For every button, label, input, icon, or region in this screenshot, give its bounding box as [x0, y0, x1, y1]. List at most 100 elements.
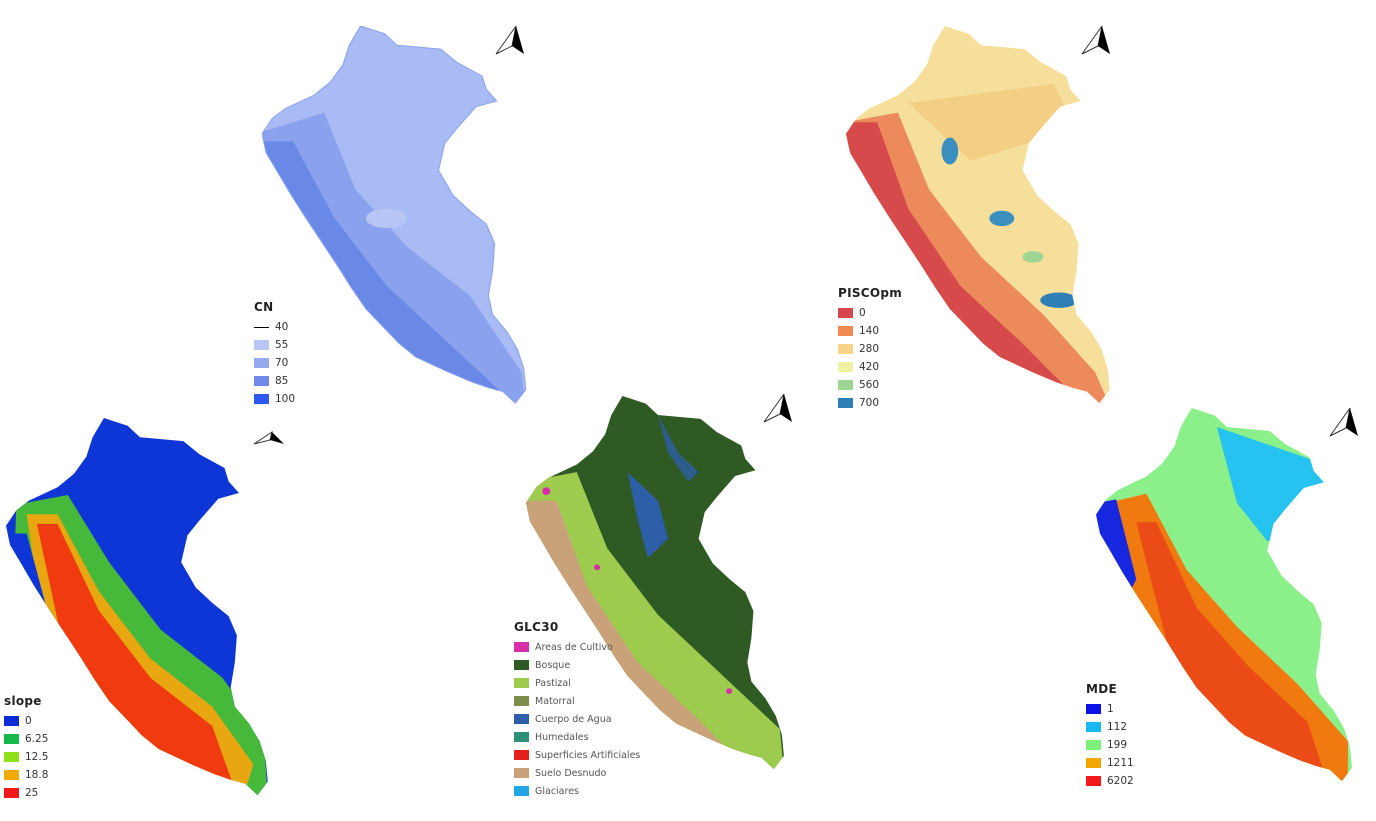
glc30-legend-item: Suelo Desnudo	[514, 764, 640, 782]
cn-legend-title: CN	[254, 300, 274, 314]
pisco-map	[846, 26, 1110, 404]
glc30-map-panel	[526, 396, 790, 772]
mde-legend-swatch-4	[1086, 776, 1101, 786]
slope-legend-item: 12.5	[4, 748, 48, 766]
glc30-legend-item: Areas de Cultivo	[514, 638, 640, 656]
mde-legend-label-1: 112	[1107, 721, 1128, 733]
slope-legend: slope 0 6.25 12.5 18.8 25	[4, 694, 48, 802]
mde-coast-fill	[1096, 499, 1137, 599]
cn-patch	[365, 208, 408, 229]
mde-legend-swatch-1	[1086, 722, 1101, 732]
pisco-legend-item: 0	[838, 304, 902, 322]
glc30-legend-swatch-8	[514, 786, 529, 796]
mde-legend-item: 112	[1086, 718, 1134, 736]
slope-hot-fill	[36, 523, 233, 784]
mde-legend-swatch-3	[1086, 758, 1101, 768]
slope-legend-title: slope	[4, 694, 42, 708]
glc30-legend-swatch-7	[514, 768, 529, 778]
glc30-legend-label-0: Areas de Cultivo	[535, 641, 613, 653]
mde-legend-item: 1	[1086, 700, 1134, 718]
glc30-legend-item: Bosque	[514, 656, 640, 674]
pisco-legend-swatch-4	[838, 380, 853, 390]
slope-legend-label-3: 18.8	[25, 769, 49, 781]
north-arrow-icon	[495, 25, 524, 55]
cn-legend-label-2: 70	[275, 357, 289, 369]
cn-legend: CN 40 55 70 85 100	[254, 300, 295, 408]
cn-legend-item: 70	[254, 354, 295, 372]
cn-legend-item: 40	[254, 318, 295, 336]
cn-legend-swatch-2	[254, 358, 269, 368]
pisco-legend-label-4: 560	[859, 379, 880, 391]
mde-legend-item: 6202	[1086, 772, 1134, 790]
pisco-legend-label-3: 420	[859, 361, 880, 373]
glc30-legend: GLC30 Areas de Cultivo Bosque Pastizal M…	[514, 620, 640, 800]
pisco-legend-swatch-5	[838, 398, 853, 408]
glc30-legend-swatch-3	[514, 696, 529, 706]
slope-legend-swatch-3	[4, 770, 19, 780]
pisco-legend-swatch-0	[838, 308, 853, 318]
north-arrow-icon	[253, 430, 284, 445]
cn-legend-item: 100	[254, 390, 295, 408]
glc30-legend-item: Humedales	[514, 728, 640, 746]
pisco-wet-patch	[941, 137, 959, 165]
glc30-legend-swatch-4	[514, 714, 529, 724]
slope-legend-item: 0	[4, 712, 48, 730]
glc30-legend-label-1: Bosque	[535, 659, 571, 671]
glc30-legend-label-7: Suelo Desnudo	[535, 767, 607, 779]
slope-legend-label-1: 6.25	[25, 733, 49, 745]
pisco-legend-label-0: 0	[859, 307, 866, 319]
glc30-legend-label-5: Humedales	[535, 731, 589, 743]
slope-map	[6, 418, 268, 796]
mde-map-panel	[1096, 408, 1358, 784]
glc30-legend-label-2: Pastizal	[535, 677, 571, 689]
mde-legend: MDE 1 112 199 1211 6202	[1086, 682, 1134, 790]
mde-legend-label-0: 1	[1107, 703, 1114, 715]
mde-legend-label-2: 199	[1107, 739, 1128, 751]
pisco-legend-item: 140	[838, 322, 902, 340]
pisco-legend: PISCOpm 0 140 280 420 560 700	[838, 286, 902, 412]
pisco-legend-swatch-1	[838, 326, 853, 336]
north-arrow-icon	[763, 393, 792, 423]
glc30-legend-swatch-2	[514, 678, 529, 688]
slope-legend-swatch-4	[4, 788, 19, 798]
cn-legend-item: 55	[254, 336, 295, 354]
mde-legend-title: MDE	[1086, 682, 1117, 696]
slope-legend-label-4: 25	[25, 787, 39, 799]
slope-legend-swatch-1	[4, 734, 19, 744]
mde-legend-item: 199	[1086, 736, 1134, 754]
glc30-legend-label-6: Superficies Artificiales	[535, 749, 641, 761]
cn-legend-swatch-3	[254, 376, 269, 386]
cn-legend-label-3: 85	[275, 375, 289, 387]
pisco-legend-label-1: 140	[859, 325, 880, 337]
north-arrow-icon	[1081, 25, 1110, 55]
glc30-legend-item: Cuerpo de Agua	[514, 710, 640, 728]
glc30-legend-item: Matorral	[514, 692, 640, 710]
glc30-legend-title: GLC30	[514, 620, 559, 634]
cn-legend-label-4: 100	[275, 393, 296, 405]
mde-legend-item: 1211	[1086, 754, 1134, 772]
cn-legend-swatch-1	[254, 340, 269, 350]
slope-legend-label-2: 12.5	[25, 751, 49, 763]
pisco-legend-swatch-3	[838, 362, 853, 372]
glc30-legend-label-3: Matorral	[535, 695, 575, 707]
pisco-map-panel	[846, 26, 1116, 406]
slope-legend-swatch-0	[4, 716, 19, 726]
glc30-legend-swatch-1	[514, 660, 529, 670]
mde-legend-label-4: 6202	[1107, 775, 1134, 787]
glc30-legend-swatch-6	[514, 750, 529, 760]
cn-legend-label-0: 40	[275, 321, 289, 333]
slope-legend-item: 6.25	[4, 730, 48, 748]
slope-map-panel	[6, 418, 274, 798]
glc30-legend-label-4: Cuerpo de Agua	[535, 713, 612, 725]
glc30-water-fill	[627, 472, 669, 558]
slope-legend-swatch-2	[4, 752, 19, 762]
glc30-legend-label-8: Glaciares	[535, 785, 579, 797]
mde-legend-swatch-0	[1086, 704, 1101, 714]
mde-legend-label-3: 1211	[1107, 757, 1134, 769]
mde-legend-swatch-2	[1086, 740, 1101, 750]
pisco-legend-label-2: 280	[859, 343, 880, 355]
pisco-legend-item: 280	[838, 340, 902, 358]
mde-peak-fill	[1136, 522, 1328, 782]
pisco-legend-swatch-2	[838, 344, 853, 354]
slope-legend-item: 18.8	[4, 766, 48, 784]
